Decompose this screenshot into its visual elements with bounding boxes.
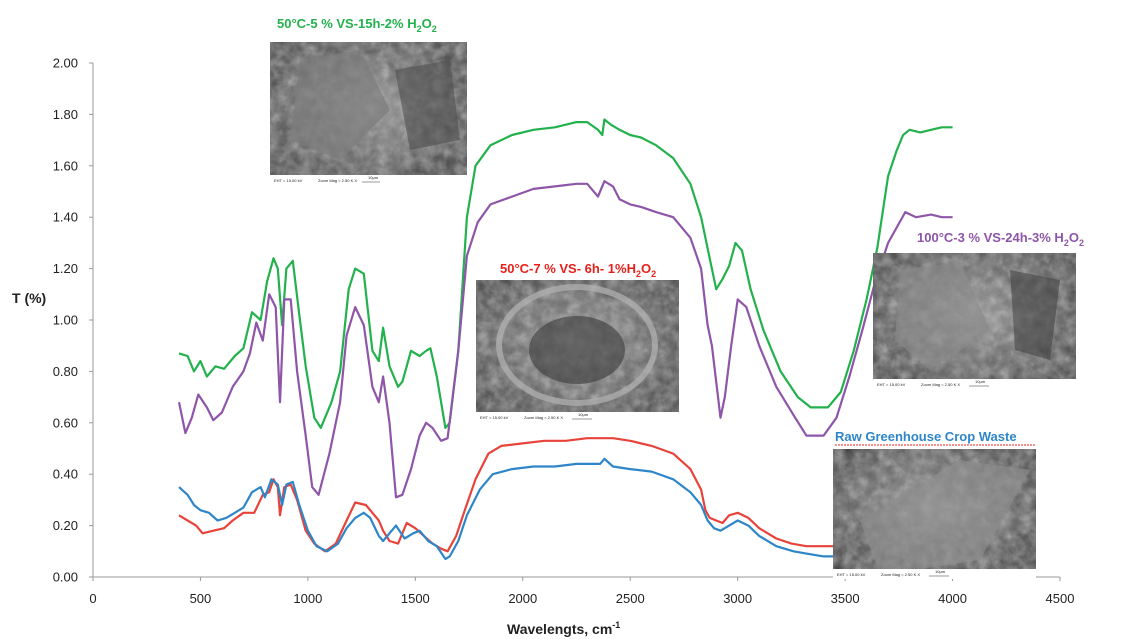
y-tick-label: 1.20: [53, 261, 78, 276]
svg-text:Zoom Mag = 2.50 K X: Zoom Mag = 2.50 K X: [881, 572, 920, 577]
inset-label-blue: Raw Greenhouse Crop Waste: [835, 429, 1017, 444]
series-layer: [177, 118, 953, 561]
x-tick-label: 0: [89, 591, 96, 606]
svg-text:EHT = 15.00 kV: EHT = 15.00 kV: [274, 178, 303, 183]
sem-micrograph-green: EHT = 15.00 kV Zoom Mag = 2.50 K X 10μm: [270, 42, 467, 185]
x-tick-labels: 0 500 1000 1500 2000 2500 3000 3500 4000 4500: [89, 577, 1074, 606]
svg-text:10μm: 10μm: [935, 569, 946, 574]
inset-red: 50°C-7 % VS- 6h- 1%H2O2 EHT = 15.00 kV Z…: [476, 261, 679, 422]
y-tick-label: 1.60: [53, 158, 78, 173]
x-axis-title-text: Wavelengts, cm: [507, 621, 612, 637]
y-tick-label: 0.40: [53, 467, 78, 482]
y-axis-title: T (%): [12, 290, 46, 306]
sem-micrograph-purple: EHT = 15.00 kV Zoom Mag = 2.50 K X 10μm: [873, 253, 1076, 389]
inset-label-green: 50°C-5 % VS-15h-2% H2O2: [277, 16, 437, 34]
x-axis-title: Wavelengts, cm-1: [507, 620, 620, 637]
x-tick-label: 1500: [401, 591, 430, 606]
y-tick-labels: 0.00 0.20 0.40 0.60 0.80 1.00 1.20 1.40 1.60 1.80…: [53, 56, 93, 585]
x-tick-label: 2000: [508, 591, 537, 606]
svg-text:10μm: 10μm: [368, 175, 379, 180]
y-tick-label: 2.00: [53, 56, 78, 71]
x-tick-label: 500: [190, 591, 212, 606]
x-tick-label: 4000: [938, 591, 967, 606]
x-axis-title-sup: -1: [612, 620, 620, 630]
x-tick-label: 1000: [293, 591, 322, 606]
svg-text:EHT = 15.00 kV: EHT = 15.00 kV: [837, 572, 866, 577]
y-tick-label: 0.00: [53, 570, 78, 585]
x-tick-label: 3500: [831, 591, 860, 606]
series-line-0: [178, 118, 953, 429]
y-tick-label: 1.00: [53, 313, 78, 328]
inset-blue: Raw Greenhouse Crop Waste EHT = 15.00 kV…: [833, 429, 1036, 579]
svg-text:EHT = 15.00 kV: EHT = 15.00 kV: [480, 415, 509, 420]
svg-text:Zoom Mag = 2.50 K X: Zoom Mag = 2.50 K X: [318, 178, 357, 183]
x-tick-label: 2500: [616, 591, 645, 606]
x-tick-label: 4500: [1046, 591, 1075, 606]
inset-green: 50°C-5 % VS-15h-2% H2O2 EHT = 15.00 kV Z…: [270, 16, 467, 185]
sem-micrograph-red: EHT = 15.00 kV Zoom Mag = 2.50 K X 10μm: [476, 280, 679, 422]
inset-purple: 100°C-3 % VS-24h-3% H2O2 EHT = 15.00 kV …: [873, 230, 1084, 389]
series-line-1: [177, 180, 953, 499]
y-tick-label: 0.20: [53, 518, 78, 533]
y-tick-label: 1.40: [53, 210, 78, 225]
svg-text:10μm: 10μm: [578, 412, 589, 417]
series-line-3: [178, 457, 850, 561]
x-tick-label: 3000: [723, 591, 752, 606]
sem-micrograph-blue: EHT = 15.00 kV Zoom Mag = 2.50 K X 10μm: [833, 449, 1036, 579]
svg-text:10μm: 10μm: [975, 379, 986, 384]
inset-label-purple: 100°C-3 % VS-24h-3% H2O2: [917, 230, 1084, 248]
svg-text:Zoom Mag = 2.50 K X: Zoom Mag = 2.50 K X: [921, 382, 960, 387]
svg-text:Zoom Mag = 2.50 K X: Zoom Mag = 2.50 K X: [524, 415, 563, 420]
y-tick-label: 0.60: [53, 415, 78, 430]
y-tick-label: 1.80: [53, 107, 78, 122]
inset-label-red: 50°C-7 % VS- 6h- 1%H2O2: [500, 261, 656, 279]
y-tick-label: 0.80: [53, 364, 78, 379]
svg-text:EHT = 15.00 kV: EHT = 15.00 kV: [877, 382, 906, 387]
